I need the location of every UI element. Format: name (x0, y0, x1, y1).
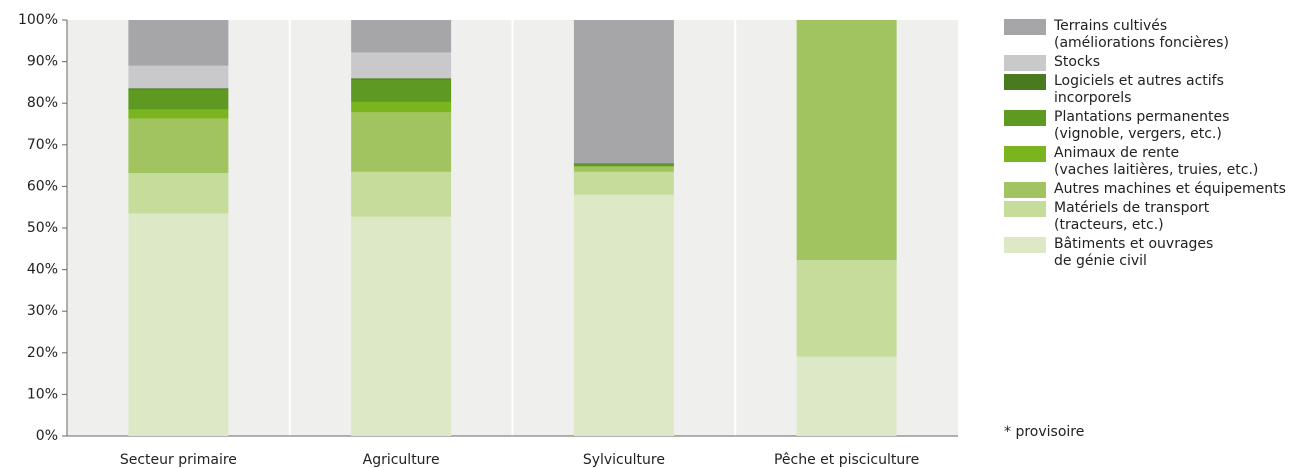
bar-segment (351, 101, 452, 113)
bar-segment (351, 216, 452, 436)
bar-segment (351, 52, 452, 79)
y-tick-label: 80% (27, 95, 58, 111)
legend-swatch (1004, 55, 1046, 71)
bar-segment (351, 78, 452, 80)
legend-swatch (1004, 237, 1046, 253)
legend-label: Terrains cultivés (améliorations foncièr… (1054, 18, 1229, 51)
bar-segment (351, 171, 452, 217)
legend-swatch (1004, 19, 1046, 35)
legend-swatch (1004, 182, 1046, 198)
bar-segment (573, 166, 674, 167)
bar-segment (128, 65, 229, 89)
legend-label: Bâtiments et ouvrages de génie civil (1054, 236, 1214, 269)
bar-segment (573, 164, 674, 167)
bar-segment (351, 79, 452, 102)
bar-segment (796, 260, 897, 357)
legend-label: Logiciels et autres actifs incorporels (1054, 73, 1224, 106)
bar-segment (351, 112, 452, 172)
bar-segment (128, 213, 229, 436)
legend-swatch (1004, 110, 1046, 126)
legend-item: Terrains cultivés (améliorations foncièr… (1004, 18, 1299, 52)
legend-label: Animaux de rente (vaches laitières, trui… (1054, 145, 1259, 178)
bar-segment (573, 163, 674, 165)
legend-label: Stocks (1054, 54, 1101, 70)
bar-segment (128, 88, 229, 90)
bar-segment (128, 89, 229, 110)
y-tick-label: 20% (27, 345, 58, 361)
legend-item: Stocks (1004, 54, 1299, 71)
note: * provisoire (1004, 424, 1085, 440)
legend-label: Plantations permanentes (vignoble, verge… (1054, 109, 1230, 142)
chart: 0% 10% 20% 30% 40% 50% 60% 70% 80% 90% 100% Secteur… (18, 12, 958, 468)
x-tick-label: Sylviculture (583, 452, 665, 468)
bar-segment (796, 356, 897, 436)
legend-item: Matériels de transport (tracteurs, etc.) (1004, 200, 1299, 234)
bar-segment (573, 171, 674, 195)
legend: Terrains cultivés (améliorations foncièr… (1004, 18, 1299, 272)
bar-segment (128, 118, 229, 174)
legend-label: Matériels de transport (tracteurs, etc.) (1054, 200, 1210, 233)
bar-segment (573, 166, 674, 172)
legend-item: Animaux de rente (vaches laitières, trui… (1004, 145, 1299, 179)
legend-swatch (1004, 74, 1046, 90)
y-tick-label: 0% (36, 428, 58, 444)
x-tick-label: Secteur primaire (120, 452, 237, 468)
x-tick-label: Agriculture (363, 452, 440, 468)
bar-segment (128, 173, 229, 214)
legend-item: Autres machines et équipements (1004, 181, 1299, 198)
bar-segment (796, 20, 897, 261)
x-tick-label: Pêche et pisciculture (774, 452, 919, 468)
legend-label: Autres machines et équipements (1054, 181, 1286, 197)
y-tick-label: 10% (27, 386, 58, 402)
legend-item: Logiciels et autres actifs incorporels (1004, 73, 1299, 107)
legend-swatch (1004, 146, 1046, 162)
y-tick-label: 100% (18, 12, 58, 28)
y-tick-label: 40% (27, 262, 58, 278)
y-tick-label: 30% (27, 303, 58, 319)
bar-segment (351, 20, 452, 53)
legend-swatch (1004, 201, 1046, 217)
bar-segment (573, 20, 674, 164)
y-tick-label: 60% (27, 178, 58, 194)
bar-segment (573, 194, 674, 436)
legend-item: Plantations permanentes (vignoble, verge… (1004, 109, 1299, 143)
y-tick-label: 70% (27, 137, 58, 153)
legend-item: Bâtiments et ouvrages de génie civil (1004, 236, 1299, 270)
bar-segment (128, 109, 229, 119)
bar-segment (128, 20, 229, 66)
y-tick-label: 50% (27, 220, 58, 236)
y-tick-label: 90% (27, 54, 58, 70)
